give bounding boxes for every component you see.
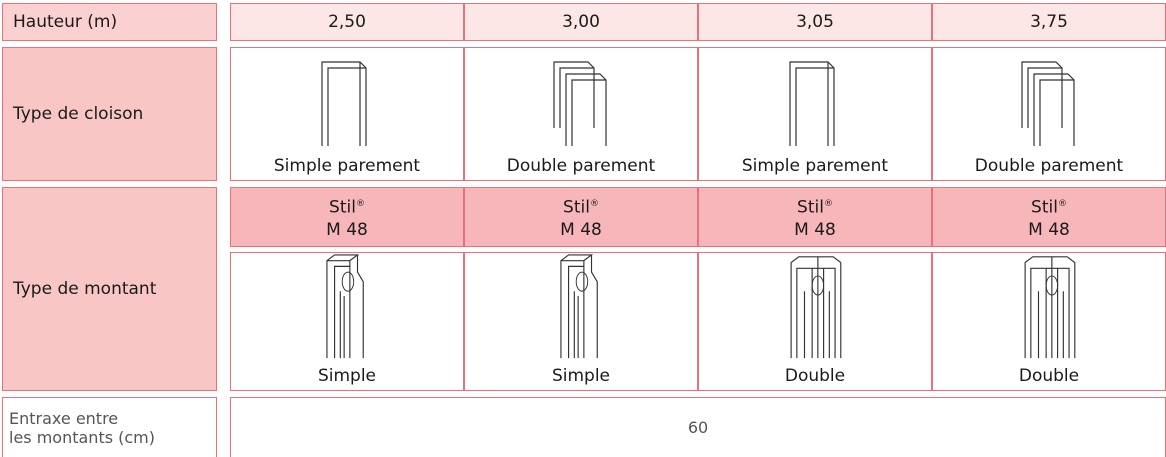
cloison-type: Double parement: [974, 156, 1124, 176]
stud-icon: [790, 256, 842, 359]
product-brand: Stil: [797, 197, 824, 218]
header-text: 3,05: [796, 12, 834, 32]
product-brand: Stil: [1031, 197, 1058, 218]
product-mark: ®: [355, 199, 365, 210]
product-model: M 48: [794, 219, 836, 240]
product-brand-line: Stil®: [797, 193, 833, 219]
montant-type: Simple: [317, 366, 377, 386]
header-cell: 3,05: [698, 3, 932, 41]
product-brand-line: Stil®: [563, 193, 599, 219]
product-model: M 48: [1028, 219, 1070, 240]
cloison-type: Simple parement: [741, 156, 889, 176]
row-label: Type de montant: [2, 187, 217, 391]
product-brand-line: Stil®: [329, 193, 365, 219]
product-cell: Stil® M 48: [698, 187, 932, 247]
value-cell: 60: [230, 397, 1166, 457]
header-cell: 3,75: [932, 3, 1166, 41]
stud-icon: [1024, 256, 1076, 359]
row-label-line: Entraxe entre: [9, 408, 119, 428]
product-brand: Stil: [329, 197, 356, 218]
row-label-text: Type de cloison: [13, 104, 144, 124]
product-mark: ®: [1057, 199, 1067, 210]
header-cell: 2,50: [230, 3, 464, 41]
montant-cell: Double: [698, 252, 932, 391]
row-label-line: les montants (cm): [9, 427, 156, 447]
panel-icon: [553, 61, 607, 147]
row-label: Entraxe entre les montants (cm): [2, 397, 217, 457]
header-cell: 3,00: [464, 3, 698, 41]
row-label-text: Hauteur (m): [13, 12, 118, 32]
entraxe-value: 60: [687, 418, 709, 437]
header-text: 2,50: [328, 12, 366, 32]
montant-cell: Simple: [230, 252, 464, 391]
cloison-type: Double parement: [506, 156, 656, 176]
product-cell: Stil® M 48: [932, 187, 1166, 247]
montant-cell: Double: [932, 252, 1166, 391]
row-label-text: Type de montant: [13, 279, 157, 299]
montant-type: Double: [784, 366, 846, 386]
stud-icon: [560, 254, 598, 359]
product-mark: ®: [589, 199, 599, 210]
cloison-cell: Double parement: [932, 47, 1166, 181]
cloison-type: Simple parement: [273, 156, 421, 176]
panel-icon: [1021, 61, 1075, 147]
panel-icon: [789, 61, 835, 147]
product-cell: Stil® M 48: [464, 187, 698, 247]
header-text: 3,75: [1030, 12, 1068, 32]
product-model: M 48: [326, 219, 368, 240]
stud-icon: [326, 254, 364, 359]
row-label: Type de cloison: [2, 47, 217, 181]
cloison-cell: Simple parement: [230, 47, 464, 181]
cloison-cell: Simple parement: [698, 47, 932, 181]
product-mark: ®: [823, 199, 833, 210]
montant-type: Double: [1018, 366, 1080, 386]
product-brand-line: Stil®: [1031, 193, 1067, 219]
product-brand: Stil: [563, 197, 590, 218]
product-model: M 48: [560, 219, 602, 240]
product-cell: Stil® M 48: [230, 187, 464, 247]
montant-cell: Simple: [464, 252, 698, 391]
cloison-cell: Double parement: [464, 47, 698, 181]
header-text: 3,00: [562, 12, 600, 32]
panel-icon: [321, 61, 367, 147]
montant-type: Simple: [551, 366, 611, 386]
row-label: Hauteur (m): [2, 3, 217, 41]
